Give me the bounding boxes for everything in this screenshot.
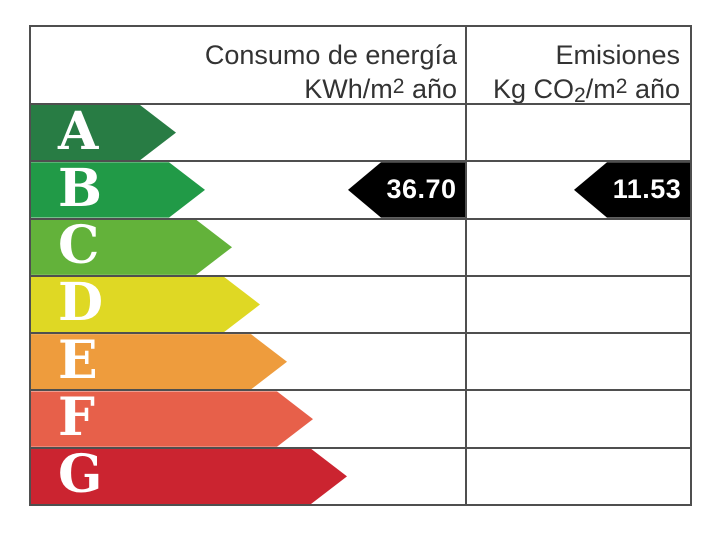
rating-row-emissions-cell: 11.53 — [465, 160, 690, 218]
rating-row-emissions-cell — [465, 274, 690, 333]
rating-row-emissions-cell — [465, 217, 690, 275]
rating-row-emissions-cell — [465, 446, 690, 504]
rating-letter: E — [58, 329, 98, 391]
rating-arrow-f: F — [31, 391, 313, 446]
energy-column-header: Consumo de energía KWh/m2 año — [31, 27, 465, 104]
rating-letter: C — [58, 215, 100, 277]
rating-row-emissions-cell — [465, 332, 690, 390]
emissions-column-title: Emisiones — [555, 40, 680, 70]
rating-arrow-a: A — [31, 105, 176, 160]
rating-arrow-e: E — [31, 334, 287, 389]
rating-row-energy-cell: G — [31, 446, 465, 504]
rating-row-energy-cell: D — [31, 274, 465, 332]
rating-arrow-c: C — [31, 220, 232, 275]
energy-value-marker: 36.70 — [348, 162, 465, 218]
energy-value-marker-text: 36.70 — [386, 174, 457, 205]
rating-arrow-g: G — [31, 449, 347, 504]
rating-row-emissions-cell — [465, 103, 690, 161]
rating-letter: A — [58, 100, 99, 162]
rating-arrow-d: D — [31, 277, 260, 332]
energy-column-title: Consumo de energía — [204, 40, 457, 70]
rating-table: Consumo de energía KWh/m2 año Emisiones … — [29, 25, 692, 506]
rating-row-energy-cell: C — [31, 217, 465, 275]
rating-row-energy-cell: F — [31, 389, 465, 446]
rating-arrow-b: B — [31, 162, 205, 217]
emissions-value-marker-text: 11.53 — [612, 174, 682, 205]
rating-letter: G — [58, 444, 103, 506]
rating-row-energy-cell: A — [31, 103, 465, 160]
rating-row-emissions-cell — [465, 389, 690, 447]
energy-column-unit: KWh/m2 año — [304, 74, 457, 104]
emissions-value-marker: 11.53 — [574, 162, 690, 218]
rating-letter: F — [58, 387, 95, 449]
emissions-column-unit: Kg CO2/m2 año — [492, 74, 680, 107]
rating-row-energy-cell: B 36.70 — [31, 160, 465, 218]
rating-row-energy-cell: E — [31, 332, 465, 389]
rating-letter: B — [58, 157, 102, 219]
emissions-column-header: Emisiones Kg CO2/m2 año — [465, 27, 690, 107]
rating-letter: D — [58, 272, 104, 334]
